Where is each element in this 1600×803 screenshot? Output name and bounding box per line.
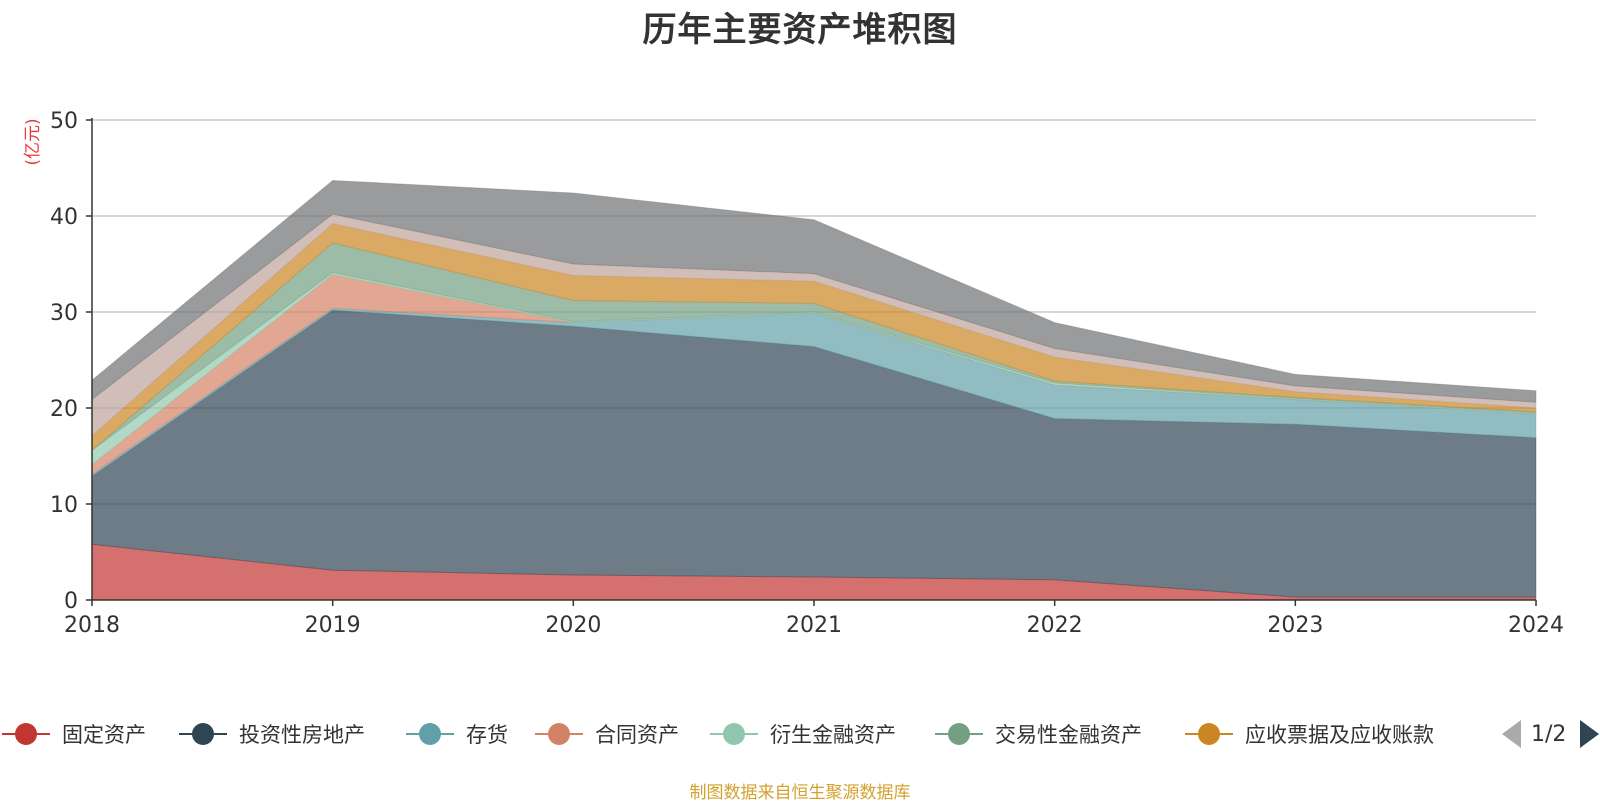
legend-marker-icon: [179, 723, 227, 745]
legend-item[interactable]: 存货: [404, 710, 508, 758]
y-tick-label: 20: [50, 397, 78, 422]
x-tick-label: 2024: [1508, 613, 1564, 638]
y-tick-label: 50: [50, 109, 78, 134]
legend-page-indicator: 1/2: [1531, 721, 1567, 747]
legend-item[interactable]: 衍生金融资产: [708, 710, 896, 758]
y-tick-label: 40: [50, 205, 78, 230]
y-axis-label: (亿元): [23, 118, 43, 165]
legend-marker-icon: [535, 723, 583, 745]
legend-item[interactable]: 固定资产: [0, 710, 146, 758]
legend-marker-icon: [2, 723, 50, 745]
area-series-投资性房地产[interactable]: [91, 309, 1537, 598]
legend-label: 投资性房地产: [239, 723, 365, 747]
x-tick-label: 2019: [305, 613, 361, 638]
legend-item[interactable]: 投资性房地产: [177, 710, 365, 758]
legend-marker-icon: [935, 723, 983, 745]
x-tick-label: 2022: [1027, 613, 1083, 638]
area-series-其他应收款[interactable]: [91, 213, 1537, 437]
legend-prev-icon[interactable]: [1502, 720, 1521, 748]
legend-next-icon[interactable]: [1580, 720, 1600, 748]
legend-label: 衍生金融资产: [770, 723, 896, 747]
x-tick-label: 2018: [64, 613, 120, 638]
y-tick-label: 10: [50, 493, 78, 518]
area-layers: [91, 179, 1537, 601]
legend: 固定资产 投资性房地产 存货 合同资产 衍生金融资产 交易性金融资产 应收票据及应收账款 1…: [0, 710, 1600, 758]
legend-pager: 1/2: [1502, 710, 1600, 758]
legend-label: 固定资产: [62, 723, 146, 747]
x-tick-label: 2020: [545, 613, 601, 638]
legend-label: 交易性金融资产: [995, 723, 1142, 747]
legend-item[interactable]: 合同资产: [533, 710, 679, 758]
x-tick-label: 2023: [1267, 613, 1323, 638]
legend-marker-icon: [1185, 723, 1233, 745]
legend-item[interactable]: 应收票据及应收账款: [1183, 710, 1434, 758]
axes: 0 10 20 30 40 50 2018 2019 2020 2021 2022 2023 2024: [50, 109, 1564, 638]
legend-item[interactable]: 交易性金融资产: [933, 710, 1142, 758]
legend-label: 存货: [466, 723, 508, 747]
chart-title: 历年主要资产堆积图: [642, 10, 958, 50]
y-tick-label: 0: [64, 589, 78, 614]
source-note: 制图数据来自恒生聚源数据库: [689, 783, 911, 803]
legend-label: 合同资产: [595, 723, 679, 747]
area-series-货币资金[interactable]: [91, 179, 1537, 403]
y-tick-label: 30: [50, 301, 78, 326]
x-tick-label: 2021: [786, 613, 842, 638]
legend-label: 应收票据及应收账款: [1245, 723, 1434, 747]
legend-marker-icon: [406, 723, 454, 745]
legend-marker-icon: [710, 723, 758, 745]
area-series-交易性金融资产[interactable]: [91, 242, 1537, 451]
